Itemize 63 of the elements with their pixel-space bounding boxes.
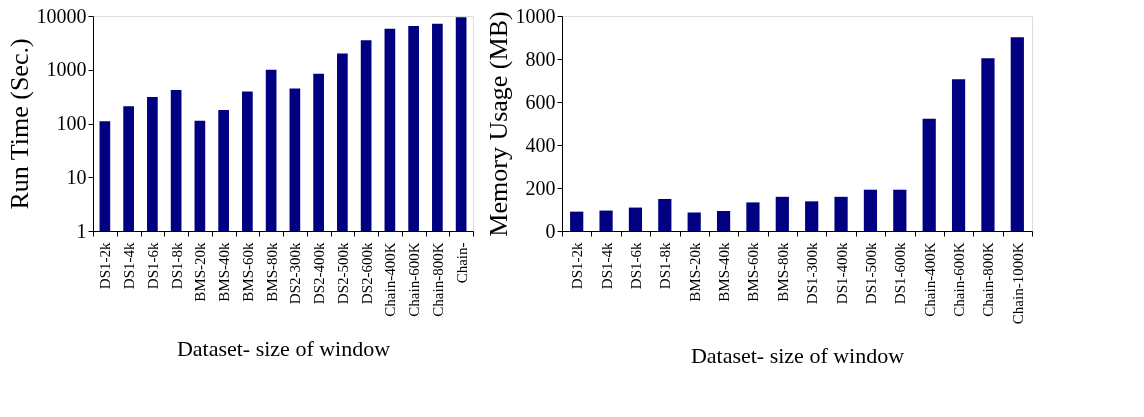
x-tick-label: Chain-1000K (1009, 242, 1026, 325)
x-tick-label: Chain-400K (382, 242, 399, 317)
y-axis-title: Memory Usage (MB) (483, 11, 513, 237)
bar (716, 211, 731, 231)
bar (863, 189, 878, 231)
y-tick-label: 1 (76, 219, 87, 242)
y-tick-label: 600 (525, 90, 556, 113)
bar (951, 79, 966, 231)
x-tick-label: DS1-4k (598, 242, 615, 290)
y-tick-label: 0 (545, 219, 556, 242)
x-tick-label: DS1-6k (144, 242, 161, 290)
bar (658, 198, 672, 231)
bar (775, 196, 789, 231)
x-tick-label: DS1-500k (862, 242, 879, 305)
x-tick-label: DS2-300k (287, 242, 304, 305)
y-axis-title: Run Time (Sec.) (4, 38, 34, 210)
bar (922, 118, 936, 231)
x-tick-label: DS1-2k (97, 242, 114, 290)
x-tick-label: DS1-300k (804, 242, 821, 305)
x-tick-label: Chain-800K (429, 242, 446, 317)
x-axis-title: Dataset- size of window (176, 335, 391, 361)
x-tick-label: Chain-600K (951, 242, 968, 317)
x-tick-label: BMS-60k (239, 242, 256, 302)
x-tick-label: BMS-80k (774, 242, 791, 302)
y-tick-label: 10000 (36, 4, 87, 27)
x-tick-label: BMS-40k (716, 242, 733, 302)
y-tick-label: 1000 (46, 58, 87, 81)
y-tick-label: 10 (66, 165, 87, 188)
y-tick-label: 100 (56, 112, 87, 134)
x-tick-label: Chain-800K (980, 242, 997, 317)
bar (981, 58, 995, 231)
y-tick-label: 400 (525, 133, 556, 156)
bar (834, 196, 848, 231)
bar (805, 201, 819, 231)
x-tick-label: Chain- (453, 242, 470, 284)
x-tick-label: Chain-400K (921, 242, 938, 317)
bar (570, 211, 584, 231)
x-tick-label: DS1-8k (657, 242, 674, 290)
x-tick-label: DS1-8k (168, 242, 185, 290)
y-tick-label: 1000 (515, 4, 556, 27)
x-tick-label: Chain-600K (406, 242, 423, 317)
x-tick-label: BMS-20k (686, 242, 703, 302)
x-tick-label: DS2-400k (311, 242, 328, 305)
x-tick-label: DS1-6k (627, 242, 644, 290)
x-tick-label: DS1-400k (833, 242, 850, 305)
x-tick-label: BMS-40k (216, 242, 233, 302)
x-tick-label: DS2-600k (358, 242, 375, 305)
x-axis-title: Dataset- size of window (690, 343, 905, 369)
y-tick-label: 200 (525, 176, 556, 199)
bar (628, 207, 643, 231)
bar (599, 210, 613, 231)
bar (893, 189, 907, 231)
x-tick-label: BMS-20k (192, 242, 209, 302)
x-tick-label: DS1-4k (121, 242, 138, 290)
x-tick-label: BMS-80k (263, 242, 280, 302)
bar (687, 212, 701, 231)
y-tick-label: 800 (525, 47, 556, 70)
bar (1010, 37, 1024, 231)
x-tick-label: BMS-60k (745, 242, 762, 302)
bar (746, 202, 760, 231)
x-tick-label: DS1-2k (569, 242, 586, 290)
x-tick-label: DS2-500k (334, 242, 351, 305)
x-tick-label: DS1-600k (892, 242, 909, 305)
